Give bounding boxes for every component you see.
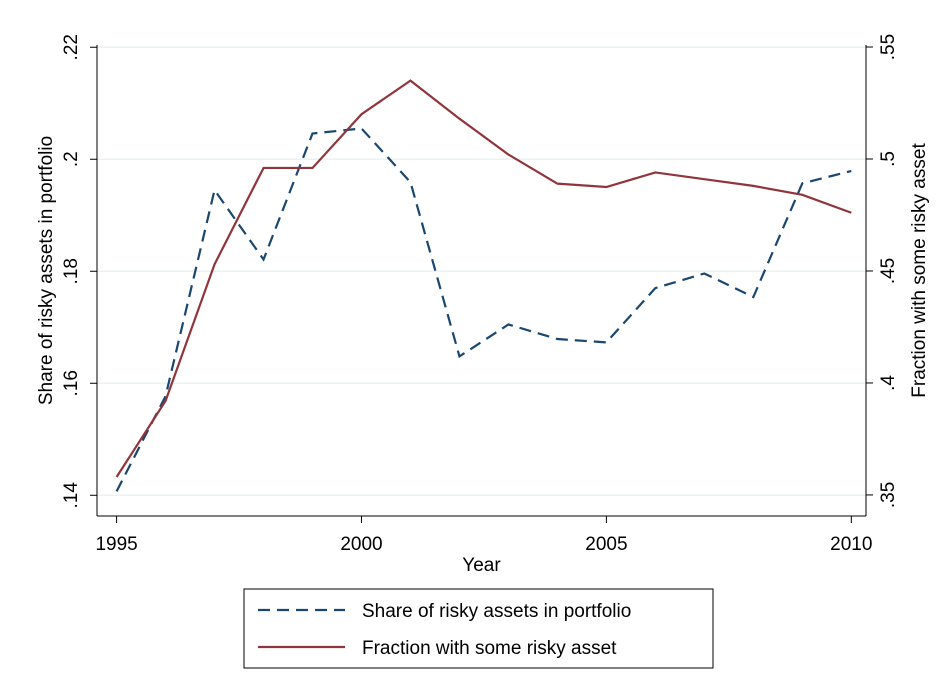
y2-tick-label: .4	[878, 375, 899, 391]
legend-label: Share of risky assets in portfolio	[362, 601, 631, 622]
x-tick-label: 1995	[95, 534, 137, 555]
x-tick-label: 2005	[585, 534, 627, 555]
legend-label: Fraction with some risky asset	[362, 638, 617, 659]
y-tick-label: .2	[61, 151, 82, 167]
y-tick-label: .14	[61, 482, 82, 509]
y-axis-title: Share of risky assets in portfolio	[36, 136, 57, 405]
x-tick-label: 2000	[340, 534, 382, 555]
y2-tick-label: .35	[878, 482, 899, 508]
series-line	[115, 127, 852, 492]
y2-tick-label: .5	[878, 151, 899, 167]
series-line	[115, 79, 852, 478]
y2-tick-label: .45	[878, 258, 899, 284]
x-axis-title: Year	[462, 555, 501, 576]
y2-axis-title: Fraction with some risky asset	[909, 143, 930, 398]
y-tick-label: .22	[61, 34, 82, 60]
x-tick-label: 2010	[830, 534, 872, 555]
y2-tick-label: .55	[878, 34, 899, 60]
legend-box	[243, 588, 714, 669]
y-tick-label: .18	[61, 258, 82, 284]
y-tick-label: .16	[61, 370, 82, 396]
